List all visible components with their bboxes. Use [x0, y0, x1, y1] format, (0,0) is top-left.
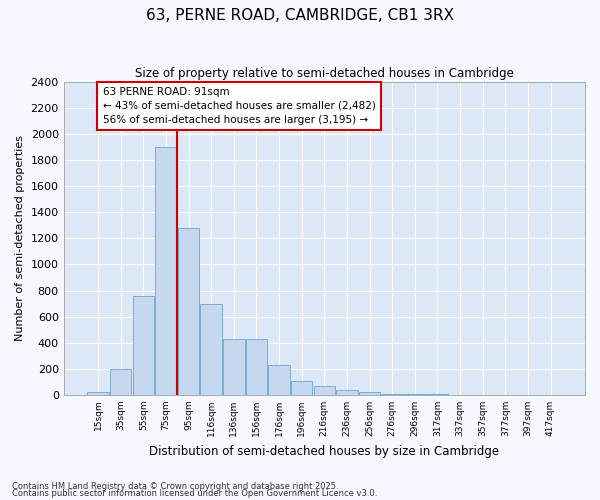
Bar — [404, 394, 425, 395]
Bar — [110, 369, 131, 395]
Bar — [133, 296, 154, 395]
Bar — [268, 365, 290, 395]
Bar — [336, 390, 358, 395]
Bar — [382, 394, 403, 395]
Bar — [223, 339, 245, 395]
Bar — [427, 394, 448, 395]
Text: 63, PERNE ROAD, CAMBRIDGE, CB1 3RX: 63, PERNE ROAD, CAMBRIDGE, CB1 3RX — [146, 8, 454, 22]
Bar — [155, 147, 177, 395]
Bar — [359, 392, 380, 395]
Bar — [200, 304, 222, 395]
Bar — [314, 386, 335, 395]
Bar — [291, 380, 313, 395]
Text: Contains public sector information licensed under the Open Government Licence v3: Contains public sector information licen… — [12, 489, 377, 498]
Bar — [246, 339, 267, 395]
Title: Size of property relative to semi-detached houses in Cambridge: Size of property relative to semi-detach… — [135, 68, 514, 80]
Text: 63 PERNE ROAD: 91sqm
← 43% of semi-detached houses are smaller (2,482)
56% of se: 63 PERNE ROAD: 91sqm ← 43% of semi-detac… — [103, 87, 376, 125]
Text: Contains HM Land Registry data © Crown copyright and database right 2025.: Contains HM Land Registry data © Crown c… — [12, 482, 338, 491]
Y-axis label: Number of semi-detached properties: Number of semi-detached properties — [15, 136, 25, 342]
X-axis label: Distribution of semi-detached houses by size in Cambridge: Distribution of semi-detached houses by … — [149, 444, 499, 458]
Bar — [178, 228, 199, 395]
Bar — [88, 392, 109, 395]
